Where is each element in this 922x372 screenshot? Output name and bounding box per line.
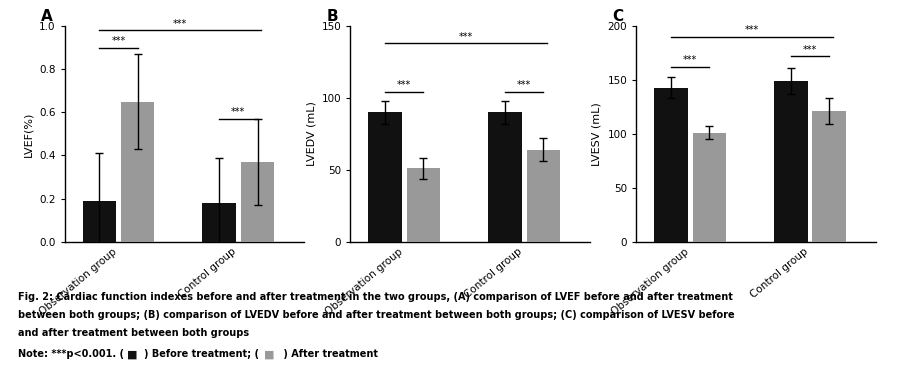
Bar <box>812 111 846 242</box>
Text: ***: *** <box>397 80 411 90</box>
Bar <box>368 112 402 242</box>
Text: ***: *** <box>173 19 187 29</box>
Bar <box>202 203 236 242</box>
Y-axis label: LVESV (mL): LVESV (mL) <box>592 102 602 166</box>
Text: ***: *** <box>112 36 125 46</box>
Text: ■: ■ <box>264 349 274 359</box>
Bar <box>655 87 688 242</box>
Bar <box>489 112 522 242</box>
Text: B: B <box>326 9 338 24</box>
Text: Fig. 2: Cardiac function indexes before and after treatment in the two groups, (: Fig. 2: Cardiac function indexes before … <box>18 292 733 302</box>
Text: Note: ***p<0.001. (: Note: ***p<0.001. ( <box>18 349 124 359</box>
Text: C: C <box>612 9 623 24</box>
Bar <box>241 162 275 242</box>
Y-axis label: LVEDV (mL): LVEDV (mL) <box>306 102 316 166</box>
Bar <box>526 150 561 242</box>
Text: ***: *** <box>459 32 473 42</box>
Text: ***: *** <box>803 45 817 55</box>
Bar <box>774 81 808 242</box>
Text: ) After treatment: ) After treatment <box>280 349 378 359</box>
Text: ***: *** <box>231 107 245 117</box>
Text: ■: ■ <box>127 349 137 359</box>
Text: ) Before treatment; (: ) Before treatment; ( <box>144 349 259 359</box>
Bar <box>407 169 441 242</box>
Text: A: A <box>41 9 53 24</box>
Bar <box>692 133 726 242</box>
Text: ***: *** <box>745 25 759 35</box>
Text: between both groups; (B) comparison of LVEDV before and after treatment between : between both groups; (B) comparison of L… <box>18 310 735 320</box>
Y-axis label: LVEF(%): LVEF(%) <box>23 111 33 157</box>
Bar <box>83 201 116 242</box>
Text: ***: *** <box>517 80 531 90</box>
Bar <box>121 102 155 242</box>
Text: and after treatment between both groups: and after treatment between both groups <box>18 328 250 338</box>
Text: ***: *** <box>683 55 697 65</box>
